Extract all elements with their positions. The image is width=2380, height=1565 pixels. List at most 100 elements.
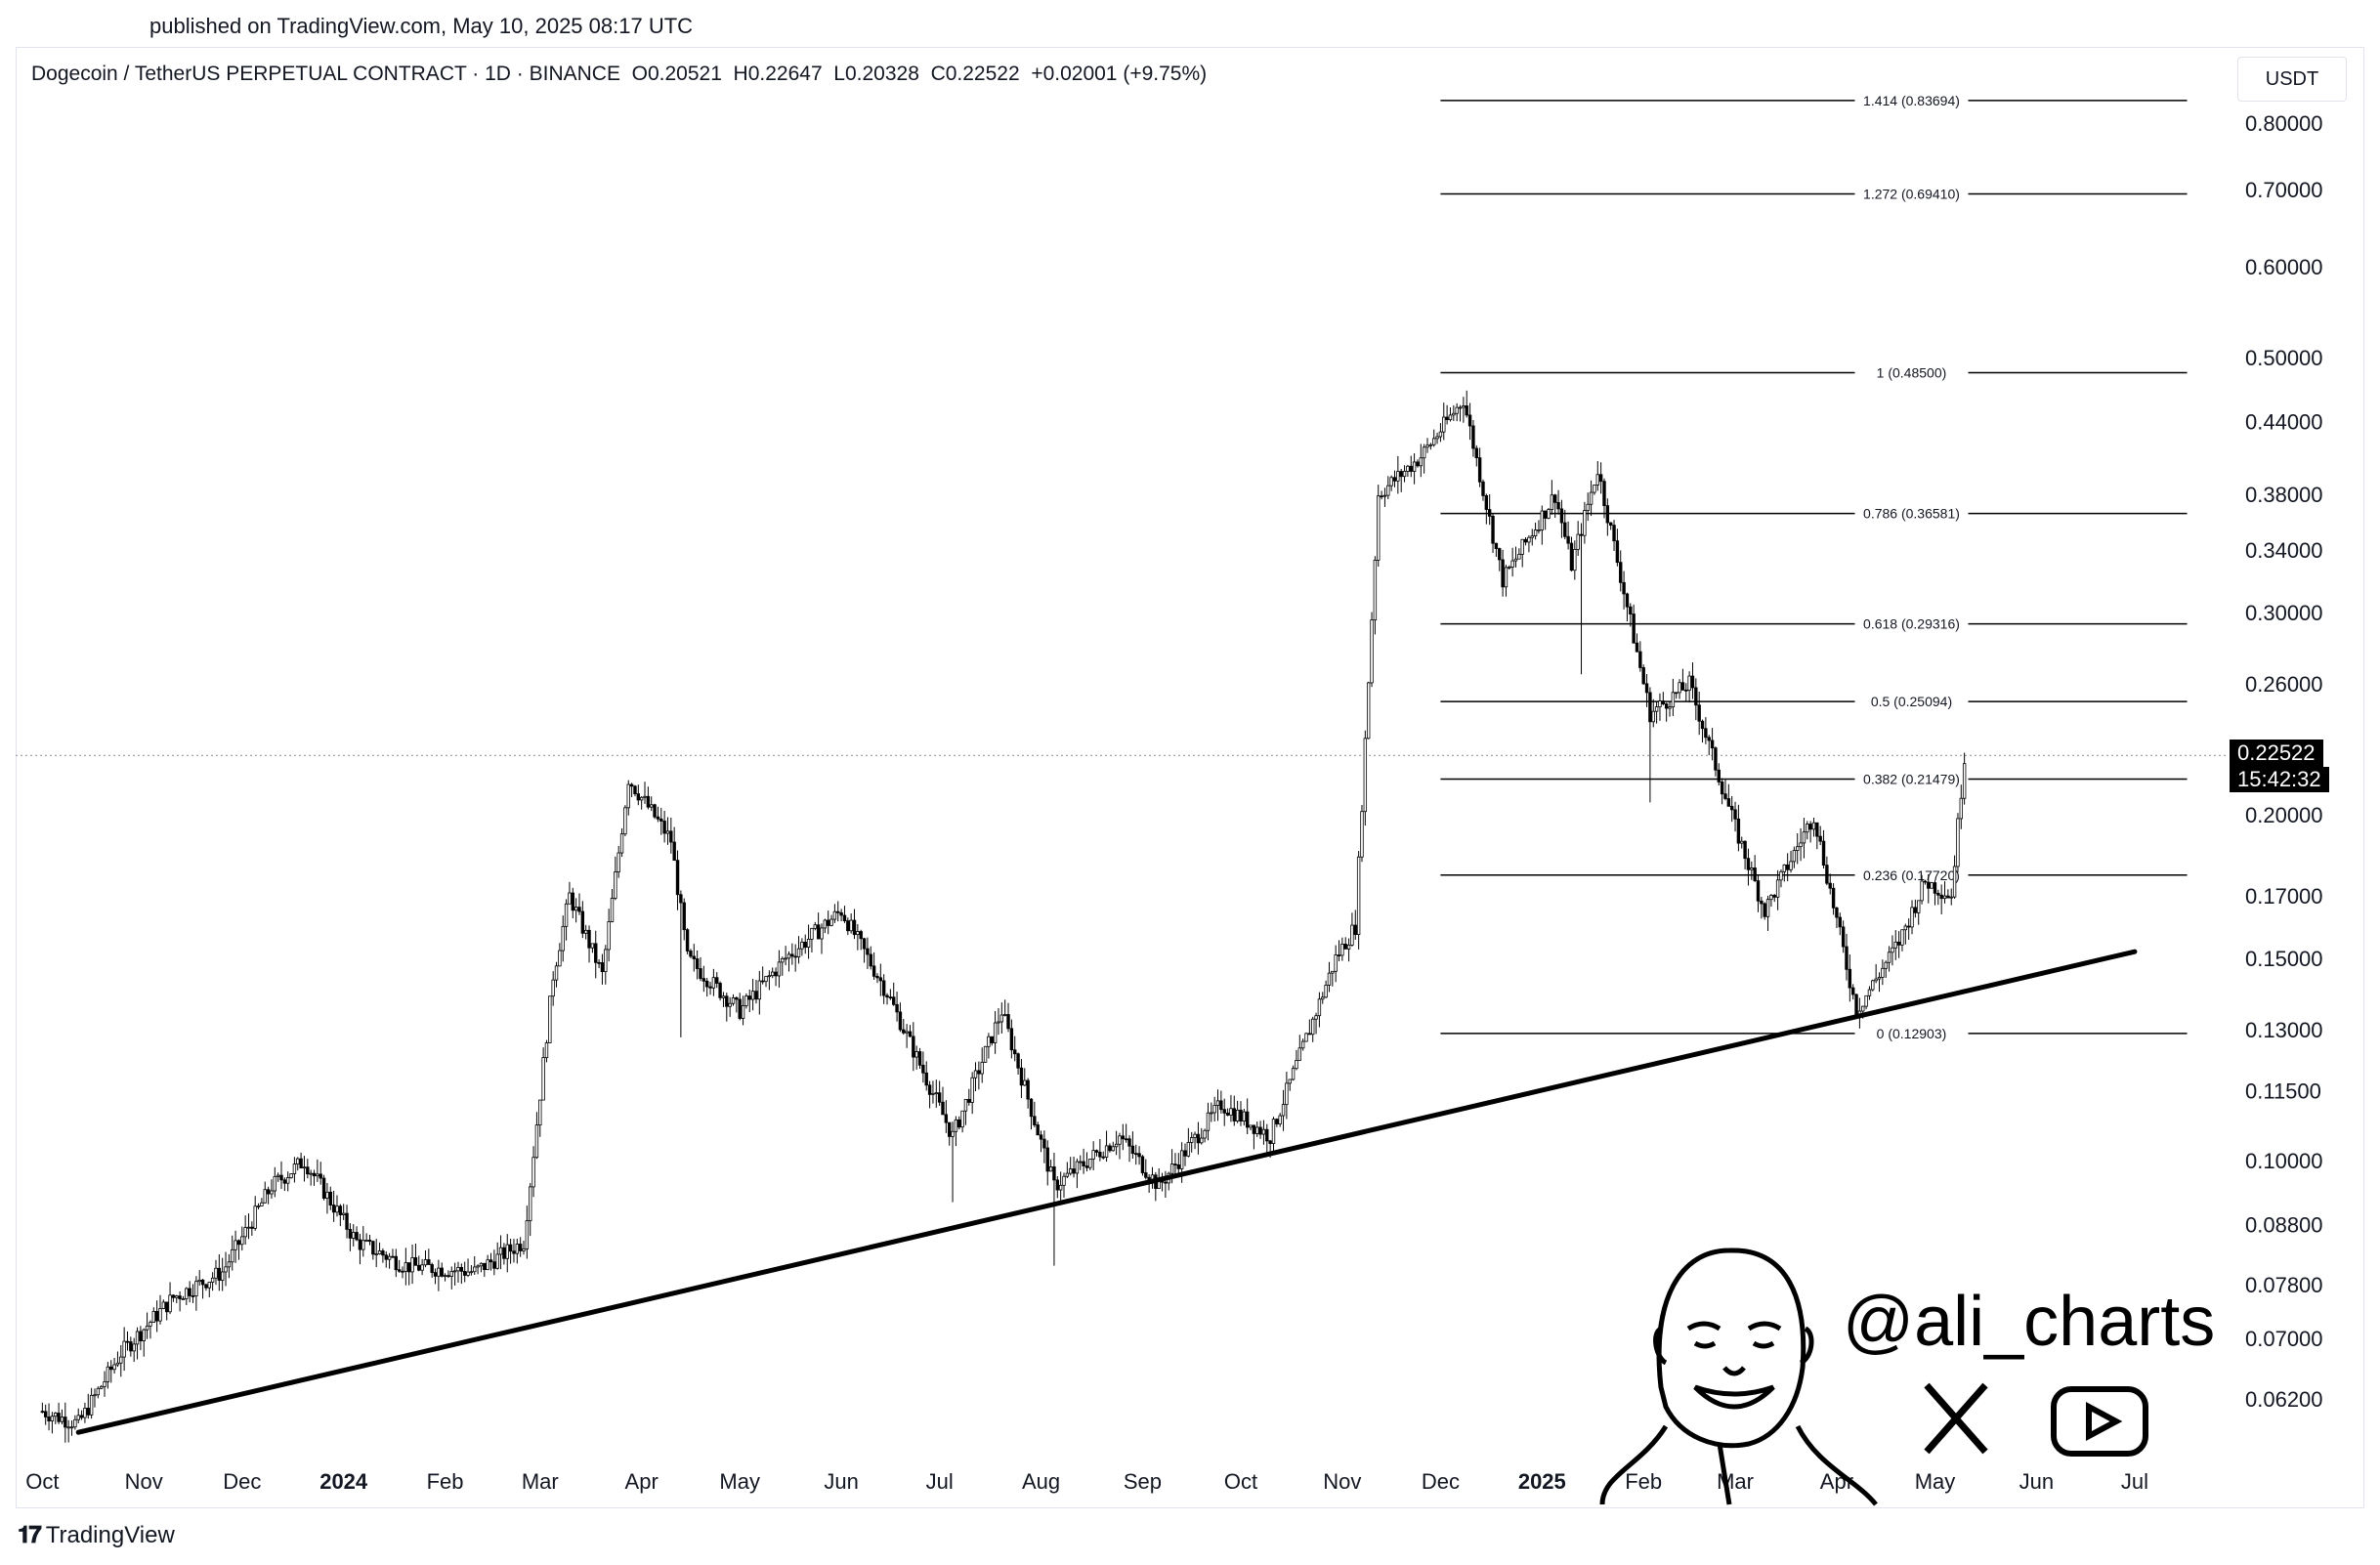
candle-body [800, 942, 804, 950]
candle-body [175, 1295, 179, 1298]
candle [469, 1265, 474, 1276]
candle-body [1422, 446, 1426, 459]
candle [154, 1300, 159, 1332]
candle [764, 976, 768, 988]
candle [1775, 869, 1780, 910]
candle-body [744, 995, 748, 1006]
candle-body [299, 1158, 303, 1168]
candle-body [626, 783, 630, 809]
candle [888, 989, 893, 1000]
candle-body [1392, 477, 1397, 482]
candle [200, 1279, 205, 1299]
candle [747, 989, 751, 1013]
candle [1828, 873, 1832, 895]
candle-body [498, 1247, 503, 1255]
candle [1644, 673, 1649, 707]
candle [646, 786, 651, 810]
candle-body [656, 816, 660, 820]
candle-body [1130, 1145, 1135, 1155]
candle [771, 967, 775, 979]
candle [1746, 848, 1751, 886]
candle [234, 1230, 237, 1263]
candle [207, 1281, 211, 1297]
candle-body [689, 951, 693, 957]
candle [1114, 1130, 1119, 1156]
candle-body [423, 1259, 428, 1266]
candle [1477, 447, 1482, 487]
candle-body [1615, 540, 1620, 564]
candle [1271, 1117, 1276, 1153]
candle [292, 1157, 297, 1183]
candle-body [449, 1271, 453, 1277]
candle-body [358, 1239, 362, 1250]
candle-body [210, 1277, 215, 1283]
candle [525, 1205, 530, 1259]
candle [1072, 1156, 1076, 1178]
candle-body [1527, 536, 1531, 543]
ascending-trendline[interactable] [75, 949, 2138, 1435]
candle [1235, 1100, 1240, 1123]
candle [1848, 954, 1852, 1002]
currency-button[interactable]: USDT [2237, 57, 2347, 102]
candle [1048, 1160, 1053, 1172]
candle-body [1075, 1161, 1080, 1174]
y-tick-label: 0.44000 [2245, 409, 2323, 434]
candle-body [413, 1257, 418, 1266]
candle [1896, 931, 1901, 958]
candle-body [83, 1408, 87, 1418]
candle-body [1903, 925, 1908, 931]
candle [836, 901, 840, 922]
candle-body [1939, 894, 1943, 900]
candle-body [1651, 710, 1655, 723]
candle [1045, 1140, 1049, 1186]
candle-body [50, 1416, 55, 1421]
ohlc-change: +0.02001 (+9.75%) [1031, 63, 1208, 85]
candle [413, 1243, 418, 1266]
candle-body [987, 1036, 991, 1047]
candle-body [456, 1266, 460, 1272]
candle [885, 993, 889, 1005]
candle [829, 914, 833, 927]
candle-body [1729, 805, 1734, 811]
candle [963, 1098, 968, 1125]
candle-body [1311, 1018, 1315, 1036]
candle [1491, 513, 1495, 553]
candle [1638, 641, 1642, 672]
candle [852, 909, 857, 940]
candle-body [1593, 484, 1596, 493]
candle-body [912, 1036, 915, 1058]
candle-body [495, 1253, 499, 1269]
candle-body [377, 1250, 382, 1254]
candle [188, 1281, 191, 1303]
candle-body [1134, 1153, 1138, 1156]
candle [558, 943, 562, 967]
candle [1615, 529, 1620, 567]
candle [161, 1299, 166, 1310]
candle-body [849, 919, 853, 932]
candle [263, 1181, 267, 1204]
candle [862, 937, 867, 963]
tradingview-logo[interactable]: 𝟏𝟕 TradingView [18, 1522, 175, 1549]
candle-body [1962, 763, 1967, 799]
candle-body [1850, 987, 1855, 995]
candle [1654, 700, 1659, 724]
candle-body [492, 1261, 496, 1269]
candle-body [1619, 562, 1623, 583]
symbol-title: Dogecoin / TetherUS PERPETUAL CONTRACT ·… [31, 63, 620, 85]
candle [597, 958, 601, 969]
candle-body [427, 1259, 431, 1265]
candle-body [878, 977, 883, 982]
candle-body [345, 1212, 349, 1230]
candle-body [129, 1341, 133, 1352]
candle [1377, 485, 1381, 568]
candle-body [1455, 406, 1459, 414]
candle [1811, 818, 1816, 837]
candle-body [636, 793, 641, 801]
candle [1900, 929, 1904, 952]
candle [57, 1402, 61, 1424]
candle-body [240, 1236, 244, 1246]
candle-body [1265, 1128, 1269, 1142]
candle-body [1114, 1143, 1119, 1148]
candle [1432, 429, 1436, 447]
